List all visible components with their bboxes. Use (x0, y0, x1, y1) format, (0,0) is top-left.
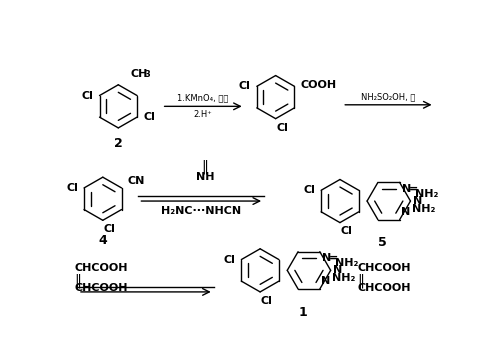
Text: N: N (413, 196, 422, 206)
Text: Cl: Cl (239, 81, 251, 91)
Text: CH: CH (130, 69, 148, 78)
Text: Cl: Cl (66, 183, 78, 193)
Text: =: = (409, 184, 418, 194)
Text: Cl: Cl (82, 91, 94, 100)
Text: COOH: COOH (300, 80, 336, 90)
Text: CHCOOH: CHCOOH (74, 283, 128, 293)
Text: =: = (329, 253, 338, 263)
Text: 2.H⁺: 2.H⁺ (194, 110, 212, 119)
Text: N: N (322, 253, 332, 263)
Text: Cl: Cl (276, 122, 288, 132)
Text: N: N (401, 207, 410, 217)
Text: H₂NC···NHCN: H₂NC···NHCN (161, 206, 242, 216)
Text: Cl: Cl (143, 112, 155, 122)
Text: 2: 2 (114, 137, 122, 150)
Text: Cl: Cl (260, 296, 272, 306)
Text: CHCOOH: CHCOOH (357, 263, 410, 273)
Text: 4: 4 (98, 234, 107, 247)
Text: NH₂: NH₂ (336, 258, 358, 268)
Text: CHCOOH: CHCOOH (74, 263, 128, 273)
Text: ‖: ‖ (202, 159, 208, 174)
Text: ‖: ‖ (357, 274, 364, 288)
Text: 5: 5 (378, 237, 387, 249)
Text: NH₂: NH₂ (415, 189, 438, 198)
Text: Cl: Cl (104, 224, 115, 234)
Text: N: N (402, 184, 411, 194)
Text: CHCOOH: CHCOOH (357, 283, 410, 293)
Text: 1.KMnO₄, 吡啶: 1.KMnO₄, 吡啶 (178, 94, 229, 103)
Text: CN: CN (128, 176, 145, 186)
Text: NH₂: NH₂ (332, 273, 355, 283)
Text: 3: 3 (144, 69, 150, 78)
Text: ‖: ‖ (74, 274, 81, 288)
Text: N: N (333, 265, 342, 275)
Text: 1: 1 (298, 306, 307, 319)
Text: Cl: Cl (304, 185, 315, 195)
Text: NH₂SO₂OH, 脲: NH₂SO₂OH, 脲 (361, 92, 416, 101)
Text: Cl: Cl (340, 226, 352, 237)
Text: NH₂: NH₂ (412, 204, 436, 214)
Text: NH: NH (196, 172, 214, 182)
Text: N: N (322, 276, 330, 286)
Text: Cl: Cl (224, 255, 235, 265)
